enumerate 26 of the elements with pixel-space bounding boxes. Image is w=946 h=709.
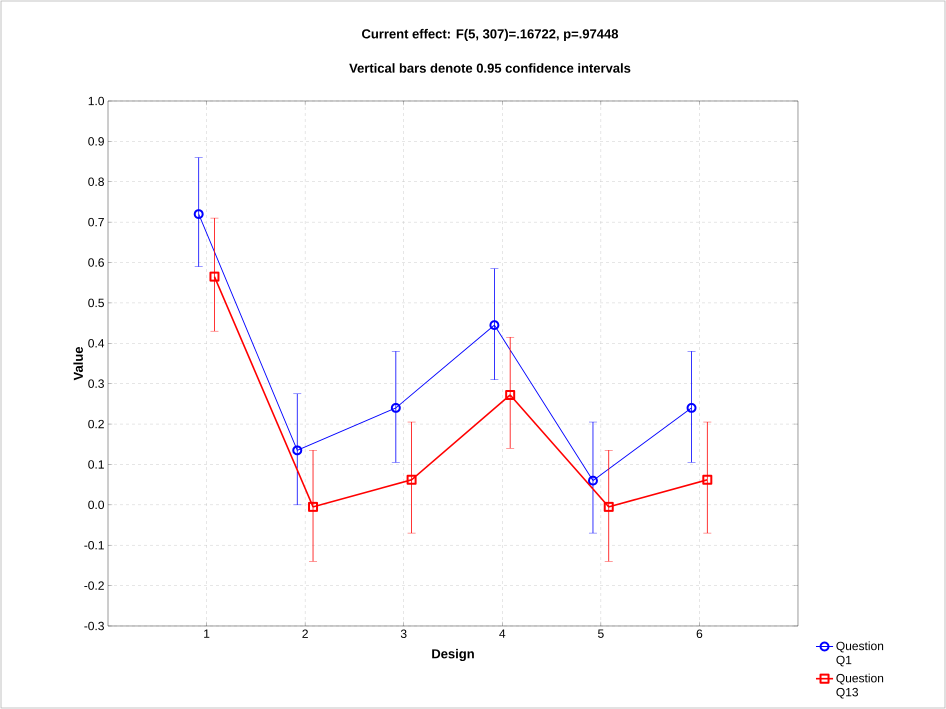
chart-title: Current effect: F(5, 307)=.16722, p=.97448 bbox=[362, 28, 618, 42]
y-tick-label: -0.1 bbox=[84, 540, 104, 550]
x-axis-title: Design bbox=[432, 648, 474, 662]
x-tick-label: 2 bbox=[302, 630, 308, 638]
y-tick-label: 0.0 bbox=[88, 500, 104, 510]
y-tick-label: 0.4 bbox=[88, 339, 104, 348]
legend-label: Question Q1 bbox=[836, 641, 884, 666]
x-tick-label: 4 bbox=[499, 630, 506, 638]
y-tick-label: -0.2 bbox=[84, 581, 104, 590]
x-tick-label: 5 bbox=[598, 630, 604, 638]
y-tick-label: 0.1 bbox=[88, 460, 104, 469]
y-tick-label: 0.6 bbox=[88, 258, 104, 267]
y-tick-label: -0.3 bbox=[84, 622, 104, 630]
chart-subtitle: Vertical bars denote 0.95 confidence intervals bbox=[349, 63, 630, 73]
x-tick-label: 1 bbox=[204, 630, 210, 638]
y-tick-label: 0.8 bbox=[88, 178, 104, 186]
legend-label: Question Q13 bbox=[836, 674, 884, 699]
y-axis-title: Value bbox=[73, 346, 83, 380]
y-tick-label: 0.2 bbox=[88, 420, 104, 428]
y-tick-label: 1.0 bbox=[88, 96, 104, 106]
x-tick-label: 6 bbox=[696, 630, 702, 638]
y-tick-label: 0.7 bbox=[88, 218, 104, 226]
y-tick-label: 0.9 bbox=[88, 137, 104, 146]
y-tick-label: 0.5 bbox=[88, 298, 104, 308]
y-tick-label: 0.3 bbox=[88, 379, 104, 388]
x-tick-label: 3 bbox=[400, 630, 407, 638]
